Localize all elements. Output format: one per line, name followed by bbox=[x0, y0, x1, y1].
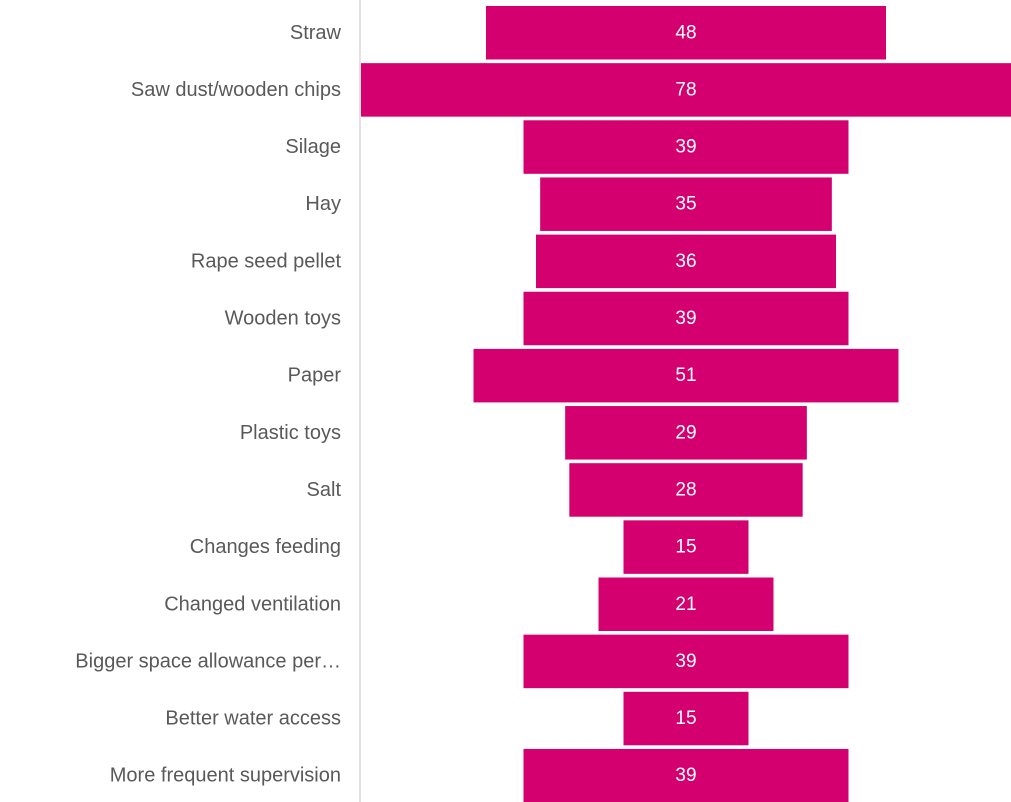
data-label: 78 bbox=[675, 79, 696, 100]
bar bbox=[473, 348, 899, 403]
category-label: Changes feeding bbox=[190, 536, 341, 558]
data-label: 29 bbox=[675, 422, 696, 443]
bars-group bbox=[361, 6, 1011, 802]
bar bbox=[623, 691, 749, 746]
category-labels-group: Straw Saw dust/wooden chips Silage Hay Rape … bbox=[75, 22, 341, 787]
bar bbox=[569, 463, 803, 517]
bar bbox=[523, 291, 849, 346]
bar bbox=[565, 406, 807, 460]
data-label: 39 bbox=[675, 765, 696, 786]
data-label: 15 bbox=[675, 708, 696, 729]
category-label: Straw bbox=[290, 22, 342, 44]
category-label: Changed ventilation bbox=[164, 593, 341, 615]
data-label: 15 bbox=[675, 537, 696, 558]
category-label: Silage bbox=[285, 136, 341, 158]
data-label: 39 bbox=[675, 651, 696, 672]
data-label: 21 bbox=[675, 594, 696, 615]
category-label: Salt bbox=[307, 479, 342, 501]
category-label: Rape seed pellet bbox=[191, 250, 342, 272]
category-label: Plastic toys bbox=[240, 422, 341, 444]
bar bbox=[486, 6, 886, 60]
data-label: 48 bbox=[675, 22, 696, 43]
category-label: Better water access bbox=[165, 708, 341, 730]
data-label: 28 bbox=[675, 479, 696, 500]
data-label: 39 bbox=[675, 308, 696, 329]
category-label: Paper bbox=[288, 365, 342, 387]
data-label: 35 bbox=[675, 194, 696, 215]
data-label: 36 bbox=[675, 251, 696, 272]
category-label: More frequent supervision bbox=[110, 765, 341, 787]
category-label: Hay bbox=[305, 193, 341, 215]
bar bbox=[536, 234, 836, 289]
bar bbox=[523, 634, 849, 689]
value-labels-group: 48 78 39 35 36 39 51 29 28 15 21 39 15 39 bbox=[675, 22, 696, 786]
bar bbox=[523, 748, 849, 802]
bar bbox=[623, 520, 749, 574]
category-label: Saw dust/wooden chips bbox=[131, 79, 341, 101]
bar bbox=[361, 63, 1011, 117]
bar bbox=[598, 577, 774, 631]
data-label: 39 bbox=[675, 137, 696, 158]
bar bbox=[540, 177, 832, 231]
category-label: Bigger space allowance per… bbox=[75, 650, 341, 672]
data-label: 51 bbox=[675, 365, 696, 386]
category-label: Wooden toys bbox=[225, 308, 341, 330]
bar bbox=[523, 120, 849, 174]
